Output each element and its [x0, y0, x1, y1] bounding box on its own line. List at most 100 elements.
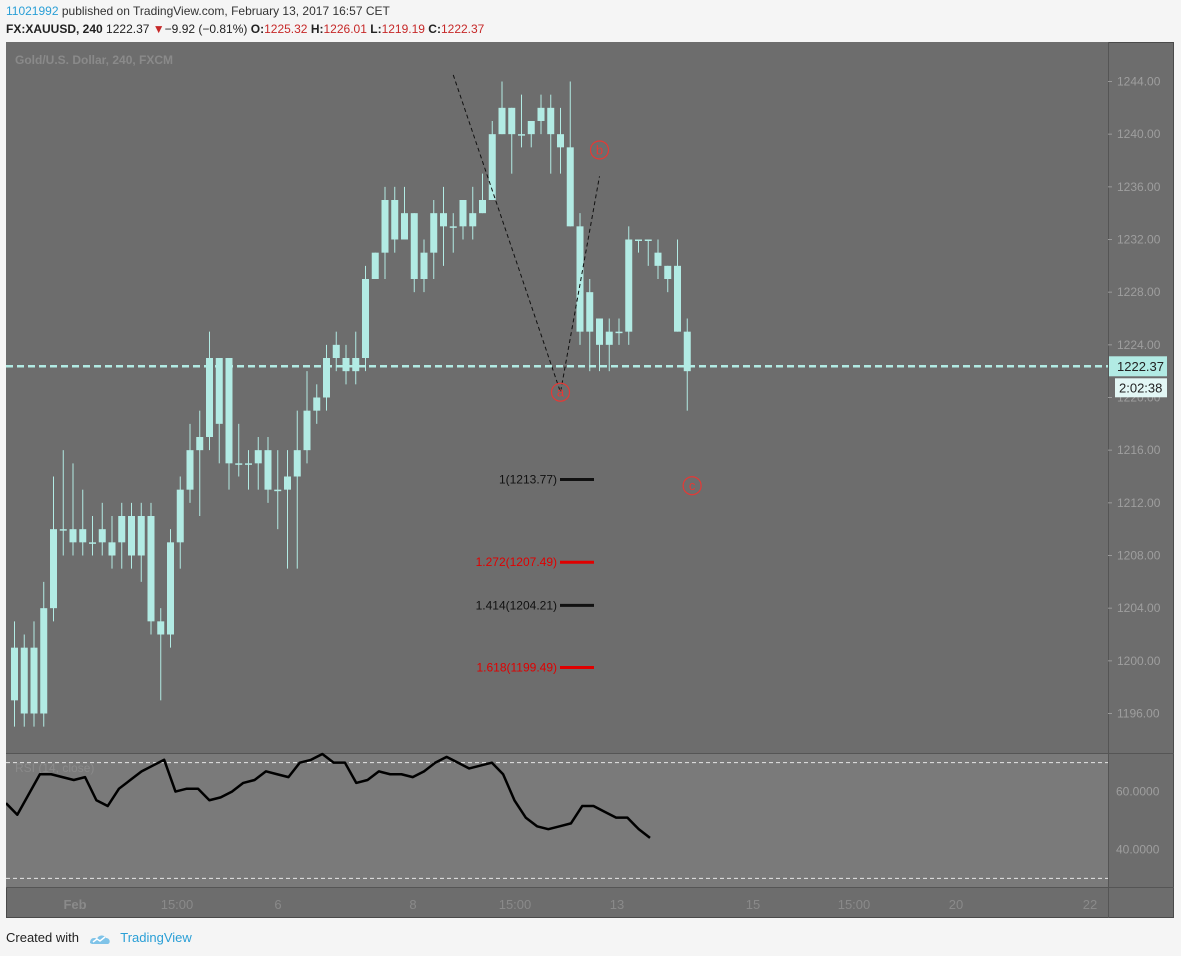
candle-body [449, 226, 457, 228]
time-tick-label: Feb [63, 897, 86, 912]
candle-body [264, 450, 272, 490]
countdown-badge [1115, 378, 1167, 398]
candle-body [674, 265, 681, 332]
candle-body [635, 239, 642, 241]
candle-body [420, 252, 428, 279]
candle-body [176, 489, 184, 543]
candle-body [557, 134, 564, 148]
open-label: O: [250, 22, 265, 36]
candle-body [108, 542, 116, 556]
wave-label-b: b [596, 142, 603, 157]
rsi-title: RSI (14, close) [15, 761, 94, 775]
candle-body [69, 529, 77, 543]
candle-body [410, 213, 418, 279]
candle-body [352, 358, 360, 372]
fib-level-label: 1.414(1204.21) [476, 598, 557, 612]
ohlc-line: FX:XAUUSD, 240 1222.37 ▼−9.92 (−0.81%) O… [6, 22, 484, 36]
candle-body [342, 358, 350, 372]
price-tick-label: 1244.00 [1117, 75, 1161, 89]
price-tick-label: 1208.00 [1117, 549, 1161, 563]
candle-body [89, 542, 96, 544]
candle-body [167, 542, 174, 635]
tradingview-logo-icon [89, 935, 110, 944]
candle-body [293, 450, 301, 477]
time-tick-label: 15:00 [838, 897, 871, 912]
candle-body [303, 410, 311, 451]
wave-label-c: c [689, 478, 696, 493]
footer: Created with TradingView [6, 930, 192, 946]
price-tick-label: 1240.00 [1117, 127, 1161, 141]
price-pane [6, 42, 1108, 753]
candle-body [430, 213, 438, 253]
symbol-label: FX:XAUUSD, 240 [6, 22, 103, 36]
candle-body [683, 331, 691, 372]
candle-body [40, 608, 48, 714]
candle-body [274, 489, 282, 492]
candle-body [30, 647, 38, 714]
chart-title: Gold/U.S. Dollar, 240, FXCM [15, 53, 173, 67]
candle-body [547, 107, 555, 135]
candle-body [625, 239, 633, 332]
candle-body [664, 265, 672, 279]
time-tick-label: 6 [274, 897, 281, 912]
countdown-label: 2:02:38 [1119, 380, 1162, 395]
fib-level-label: 1.618(1199.49) [476, 661, 557, 675]
created-with-text: Created with [6, 930, 79, 945]
open-value: 1225.32 [264, 22, 308, 36]
candle-body [644, 239, 652, 241]
wave-label-a: a [557, 385, 565, 400]
price-tick-label: 1228.00 [1117, 285, 1161, 299]
published-text: published on TradingView.com, February 1… [61, 4, 390, 18]
time-tick-label: 15:00 [499, 897, 532, 912]
time-tick-label: 13 [610, 897, 624, 912]
candle-body [59, 529, 67, 531]
fib-level-label: 1.272(1207.49) [476, 555, 557, 569]
chart-id-link[interactable]: 11021992 [6, 4, 59, 18]
rsi-tick-label: 60.0000 [1116, 785, 1160, 799]
time-tick-label: 15:00 [161, 897, 194, 912]
price-tick-label: 1196.00 [1117, 707, 1160, 721]
current-price-badge [1109, 356, 1167, 377]
candle-body [147, 516, 155, 622]
price-tick-label: 1216.00 [1117, 443, 1161, 457]
candle-body [11, 647, 18, 701]
candle-body [459, 200, 467, 227]
rsi-pane [6, 754, 1108, 887]
candle-body [225, 358, 233, 464]
candle-body [371, 252, 379, 279]
candle-body [488, 134, 496, 200]
candle-body [137, 516, 145, 556]
fib-level-label: 1(1213.77) [499, 473, 557, 487]
candle-body [401, 213, 408, 240]
candle-body [284, 476, 291, 490]
candle-body [586, 292, 594, 332]
candle-body [206, 358, 213, 437]
current-price-label: 1222.37 [1117, 359, 1164, 374]
price-tick-label: 1212.00 [1117, 496, 1161, 510]
candle-body [576, 226, 584, 332]
time-tick-label: 8 [409, 897, 416, 912]
candle-body [479, 200, 486, 214]
candle-body [79, 529, 87, 543]
candle-body [362, 279, 369, 358]
high-label: H: [310, 22, 324, 36]
candle-body [254, 450, 262, 464]
price-tick-label: 1224.00 [1117, 338, 1161, 352]
candle-body [245, 463, 252, 465]
candle-body [323, 358, 330, 398]
candle-body [498, 107, 506, 135]
candle-body [508, 107, 516, 135]
low-value: 1219.19 [381, 22, 425, 36]
candle-body [518, 134, 525, 136]
price-change: −9.92 (−0.81%) [164, 22, 248, 36]
candle-body [186, 450, 194, 490]
close-label: C: [428, 22, 441, 36]
candle-body [381, 200, 389, 253]
candle-body [469, 213, 477, 227]
candle-body [313, 397, 321, 411]
candle-body [128, 516, 135, 556]
price-chart[interactable]: Gold/U.S. Dollar, 240, FXCM 1244.00 1240.0… [6, 42, 1174, 918]
rsi-tick-label: 40.0000 [1116, 842, 1160, 856]
tradingview-link[interactable]: TradingView [120, 930, 192, 945]
candle-body [235, 463, 243, 465]
